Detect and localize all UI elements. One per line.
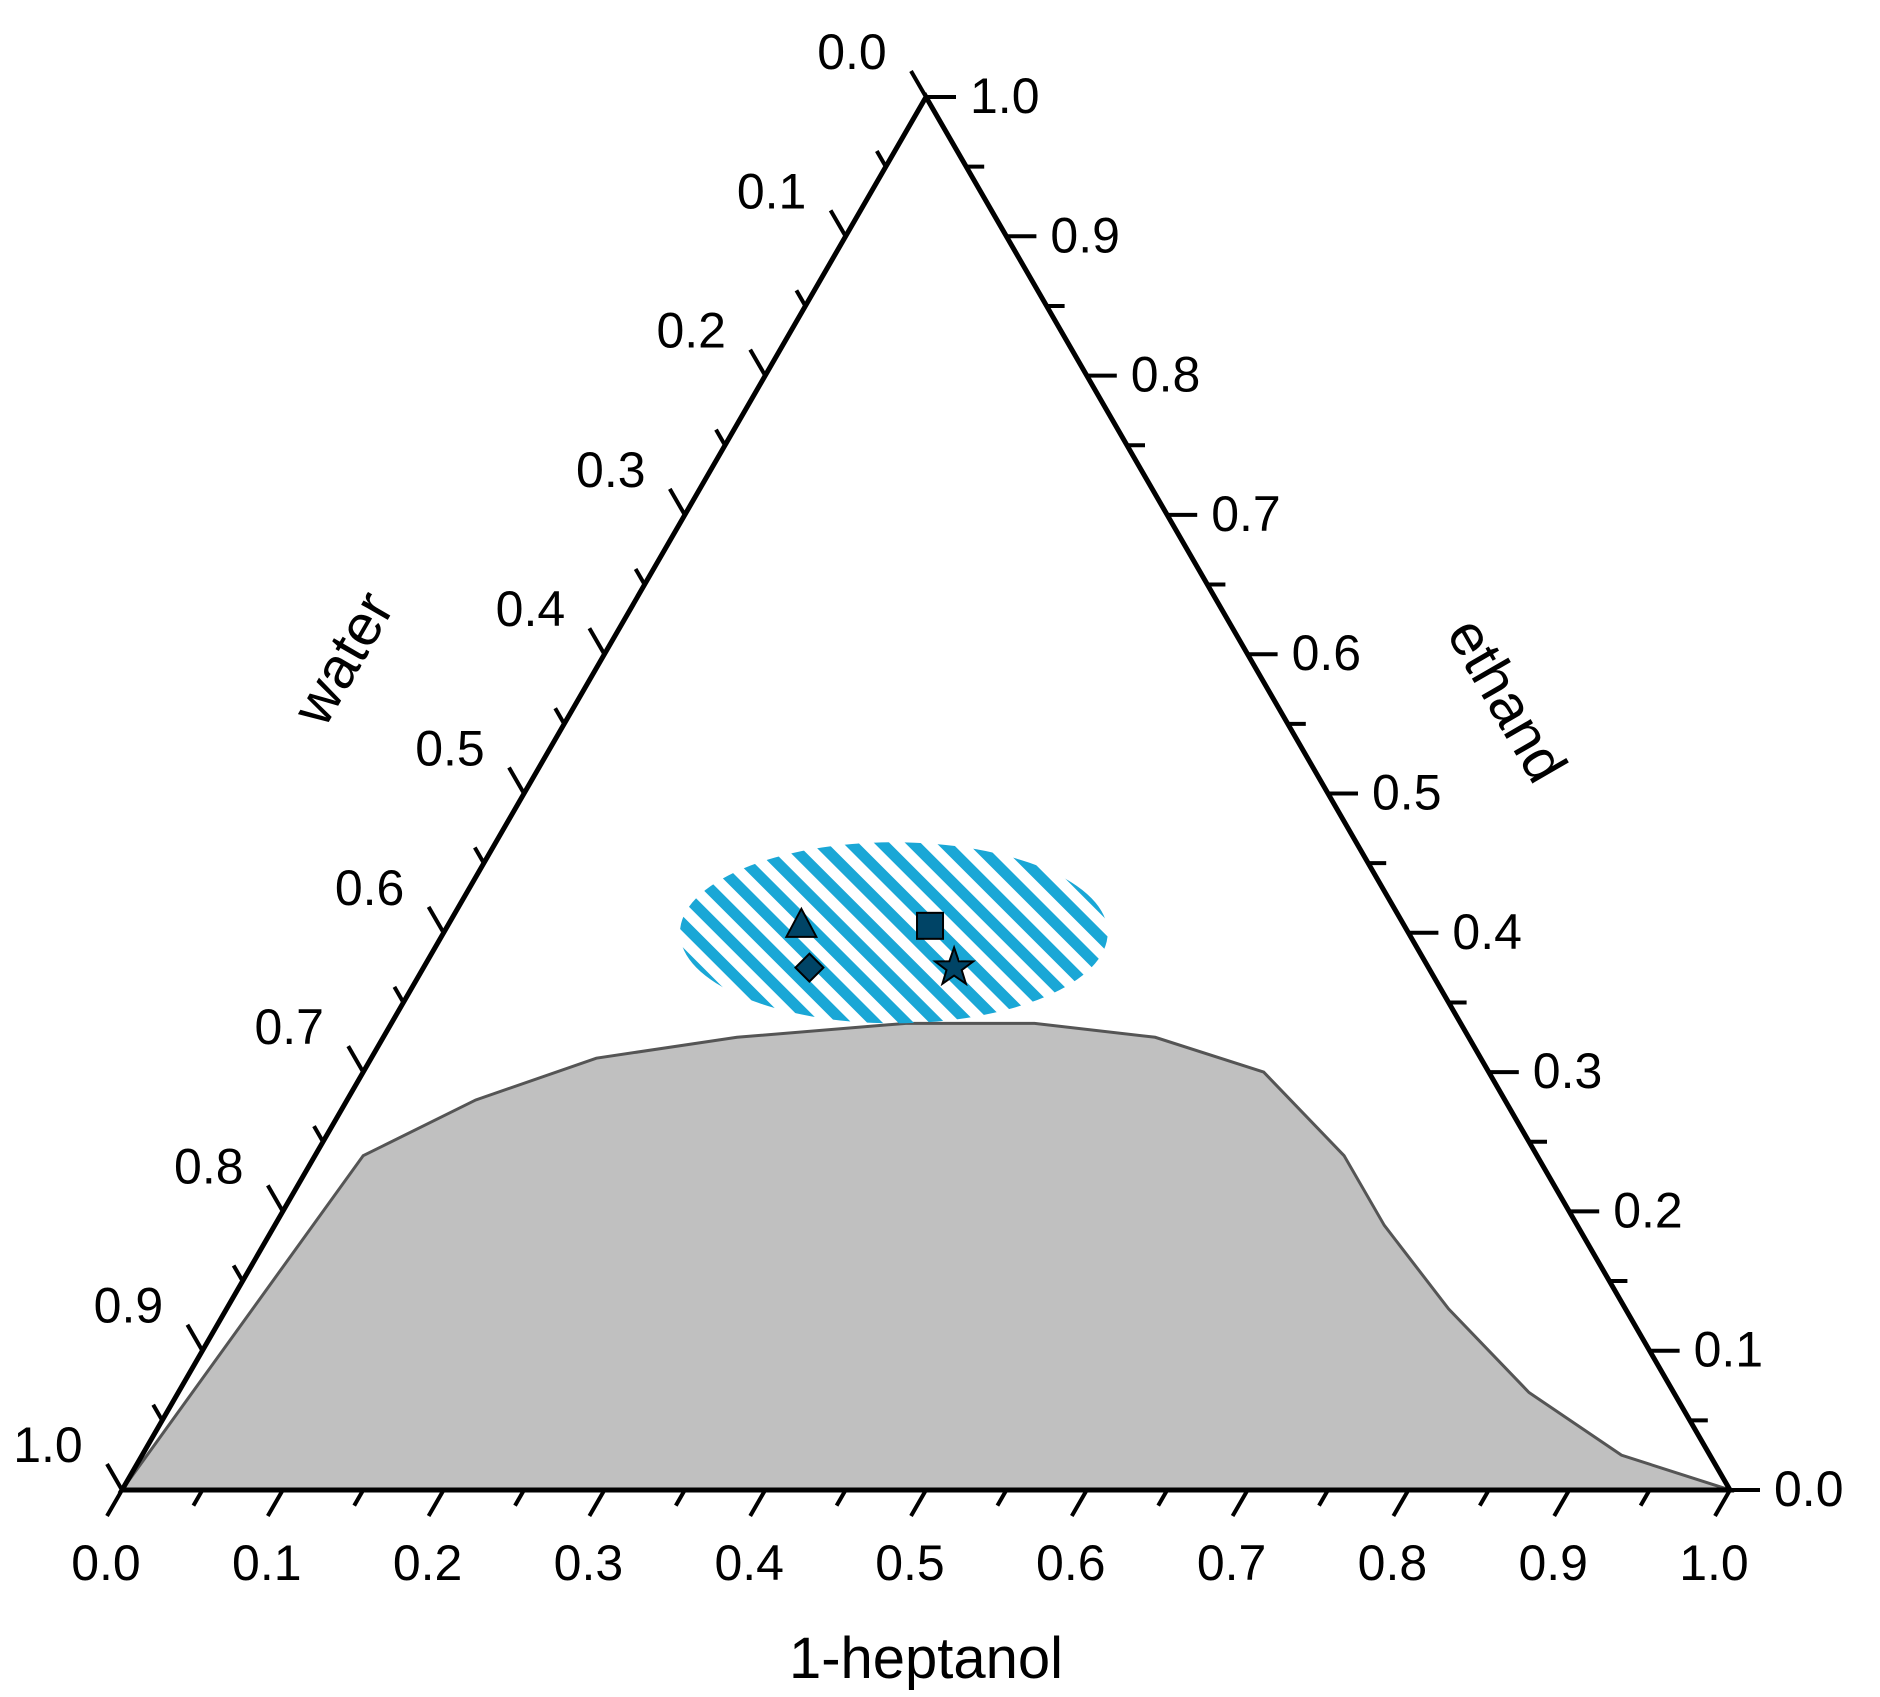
bottom-tick	[513, 1489, 526, 1507]
left-tick	[633, 567, 647, 586]
bottom-tick	[748, 1488, 767, 1517]
bottom-tick-label: 0.0	[71, 1535, 141, 1591]
left-tick-label: 0.3	[576, 442, 646, 498]
right-tick-label: 0.0	[1774, 1461, 1844, 1517]
bottom-tick	[426, 1488, 446, 1517]
bottom-tick-label: 1.0	[1679, 1535, 1749, 1591]
bottom-tick-label: 0.9	[1518, 1535, 1588, 1591]
bottom-tick-label: 0.2	[393, 1535, 463, 1591]
left-tick	[426, 905, 446, 934]
left-tick	[714, 428, 727, 447]
bottom-tick	[1156, 1489, 1169, 1507]
triangle-point	[784, 906, 819, 938]
bottom-tick	[1070, 1488, 1089, 1517]
bottom-tick	[834, 1489, 848, 1507]
bottom-axis-title: 1-heptanol	[789, 1626, 1063, 1691]
right-tick-label: 0.2	[1613, 1182, 1683, 1238]
left-tick-label: 0.6	[335, 860, 405, 916]
left-tick-label: 0.4	[496, 581, 566, 637]
left-tick	[473, 846, 486, 865]
bottom-tick	[191, 1489, 205, 1507]
left-axis-title: water	[279, 581, 407, 737]
left-tick	[909, 70, 928, 99]
left-tick	[875, 150, 888, 168]
left-tick	[312, 1125, 325, 1143]
bottom-tick-label: 0.1	[232, 1535, 302, 1591]
right-tick-label: 0.4	[1452, 904, 1522, 960]
bottom-tick	[1317, 1489, 1330, 1507]
bottom-tick	[1638, 1489, 1652, 1507]
bottom-tick	[352, 1489, 365, 1507]
bottom-tick	[266, 1488, 285, 1517]
right-tick-label: 1.0	[970, 68, 1040, 124]
bottom-tick-label: 0.8	[1358, 1535, 1428, 1591]
bottom-tick-label: 0.3	[554, 1535, 624, 1591]
left-tick-label: 0.9	[94, 1278, 164, 1334]
right-axis-title: ethand	[1434, 607, 1579, 793]
right-tick-label: 0.7	[1211, 486, 1281, 542]
right-tick-label: 0.1	[1694, 1322, 1764, 1378]
left-tick	[828, 209, 848, 238]
diamond-point	[794, 952, 825, 984]
right-tick-label: 0.3	[1533, 1043, 1603, 1099]
left-tick-label: 1.0	[13, 1417, 83, 1473]
two-phase-region	[122, 1021, 1730, 1490]
left-tick	[185, 1323, 205, 1352]
bottom-tick	[587, 1488, 607, 1517]
left-tick	[151, 1403, 164, 1422]
hatched-region	[679, 842, 1108, 1024]
bottom-tick	[674, 1489, 687, 1507]
left-tick-label: 0.5	[415, 721, 485, 777]
left-tick	[231, 1264, 245, 1283]
bottom-tick	[1552, 1488, 1571, 1517]
left-tick-label: 0.2	[656, 303, 726, 359]
left-tick	[392, 985, 406, 1004]
bottom-tick-label: 0.6	[1036, 1535, 1106, 1591]
bottom-tick-label: 0.4	[714, 1535, 784, 1591]
left-tick	[553, 707, 566, 725]
right-tick-label: 0.8	[1131, 347, 1201, 403]
square-point	[916, 911, 945, 940]
left-tick-label: 0.7	[254, 999, 324, 1055]
left-tick	[346, 1045, 365, 1074]
right-tick-label: 0.6	[1292, 625, 1362, 681]
left-tick	[794, 289, 808, 307]
bottom-tick	[105, 1488, 124, 1517]
bottom-tick	[1230, 1488, 1250, 1517]
right-tick-label: 0.5	[1372, 765, 1442, 821]
bottom-tick	[1478, 1489, 1491, 1507]
bottom-tick	[1713, 1488, 1732, 1517]
right-tick-label: 0.9	[1050, 207, 1120, 263]
bottom-tick-label: 0.5	[875, 1535, 945, 1591]
left-tick	[587, 627, 607, 656]
bottom-tick	[995, 1489, 1009, 1507]
bottom-tick	[909, 1488, 928, 1517]
bottom-tick	[1391, 1488, 1411, 1517]
left-tick	[507, 766, 526, 795]
left-tick	[105, 1463, 124, 1492]
star-point	[932, 944, 977, 987]
bottom-tick-label: 0.7	[1197, 1535, 1267, 1591]
left-tick-label: 0.1	[737, 163, 807, 219]
left-tick-label: 0.8	[174, 1138, 244, 1194]
left-tick	[266, 1184, 285, 1213]
left-tick-label: 0.0	[817, 24, 887, 80]
left-tick	[748, 348, 767, 377]
left-tick	[668, 487, 687, 516]
